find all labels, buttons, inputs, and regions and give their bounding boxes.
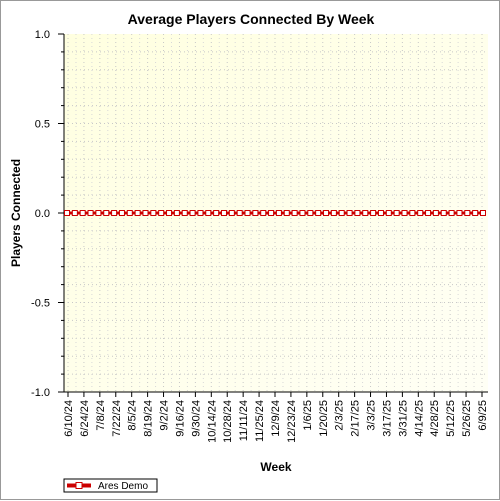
x-tick-label: 6/9/25 xyxy=(477,400,489,431)
data-point xyxy=(275,210,282,216)
x-tick-label: 4/14/25 xyxy=(413,400,425,437)
data-point xyxy=(472,210,479,216)
y-tick-label: 0.0 xyxy=(35,208,50,220)
x-tick-label: 2/17/25 xyxy=(350,400,362,437)
data-point xyxy=(220,210,227,216)
data-point xyxy=(236,210,243,216)
x-tick-label: 1/20/25 xyxy=(318,400,330,437)
data-point xyxy=(417,210,424,216)
data-point xyxy=(79,210,86,216)
data-point xyxy=(95,210,102,216)
x-tick-label: 4/28/25 xyxy=(429,400,441,437)
data-point xyxy=(448,210,455,216)
x-axis-title: Week xyxy=(260,460,291,474)
x-tick-label: 8/19/24 xyxy=(143,400,155,437)
x-tick-label: 11/11/24 xyxy=(238,400,250,441)
data-point xyxy=(142,210,149,216)
data-point xyxy=(118,210,125,216)
x-tick-label: 12/23/24 xyxy=(286,400,298,443)
x-tick-label: 1/6/25 xyxy=(302,400,314,431)
legend-box xyxy=(63,478,158,493)
x-tick-label: 5/26/25 xyxy=(461,400,473,437)
data-point xyxy=(370,210,377,216)
data-point xyxy=(346,210,353,216)
data-point xyxy=(456,210,463,216)
x-tick-label: 7/22/24 xyxy=(111,400,123,437)
x-tick-label: 10/14/24 xyxy=(206,400,218,443)
x-tick-label: 9/2/24 xyxy=(159,400,171,431)
data-point xyxy=(150,210,157,216)
legend-label: Ares Demo xyxy=(98,481,148,492)
legend-swatch-marker xyxy=(75,482,83,489)
data-point xyxy=(181,210,188,216)
data-point xyxy=(362,210,369,216)
y-tick-label: -1.0 xyxy=(31,387,50,399)
data-point xyxy=(464,210,471,216)
data-point xyxy=(409,210,416,216)
x-tick-label: 8/5/24 xyxy=(127,400,139,431)
chart-title: Average Players Connected By Week xyxy=(128,11,375,27)
data-point xyxy=(71,210,78,216)
x-tick-labels: 6/10/24 6/24/24 7/8/24 7/22/24 8/5/24 8/19/24… xyxy=(63,392,489,443)
data-point xyxy=(330,210,337,216)
y-tick-label: -0.5 xyxy=(31,298,50,310)
data-point xyxy=(228,210,235,216)
data-point xyxy=(244,210,251,216)
x-tick-label: 11/25/24 xyxy=(254,400,266,442)
data-point xyxy=(111,210,118,216)
data-point xyxy=(432,210,439,216)
x-tick-label: 3/17/25 xyxy=(381,400,393,437)
x-tick-label: 12/9/24 xyxy=(270,400,282,437)
legend: Ares Demo xyxy=(63,478,158,493)
data-point xyxy=(338,210,345,216)
data-point xyxy=(315,210,322,216)
x-tick-label: 6/24/24 xyxy=(79,400,91,437)
data-point xyxy=(197,210,204,216)
series-ares-demo xyxy=(64,210,486,216)
data-point xyxy=(87,210,94,216)
data-point xyxy=(158,210,165,216)
x-tick-label: 10/28/24 xyxy=(222,400,234,443)
data-point xyxy=(189,210,196,216)
data-point xyxy=(213,210,220,216)
y-tick-labels: 1.0 0.5 0.0 -0.5 -1.0 xyxy=(31,29,64,399)
data-point xyxy=(480,210,486,216)
data-point xyxy=(307,210,314,216)
data-point xyxy=(166,210,173,216)
data-point xyxy=(103,210,110,216)
data-point xyxy=(64,210,70,216)
data-point xyxy=(354,210,361,216)
data-point xyxy=(268,210,275,216)
data-point xyxy=(385,210,392,216)
data-point xyxy=(393,210,400,216)
data-point xyxy=(291,210,298,216)
y-tick-label: 0.5 xyxy=(35,119,50,131)
data-point xyxy=(440,210,447,216)
x-tick-label: 5/12/25 xyxy=(445,400,457,437)
data-point xyxy=(283,210,290,216)
data-point xyxy=(323,210,330,216)
x-tick-label: 9/16/24 xyxy=(174,400,186,437)
data-point xyxy=(260,210,267,216)
data-point xyxy=(299,210,306,216)
data-point xyxy=(126,210,133,216)
data-point xyxy=(425,210,432,216)
x-tick-label: 7/8/24 xyxy=(95,400,107,431)
y-axis-title: Players Connected xyxy=(9,159,23,267)
data-point xyxy=(252,210,259,216)
data-point xyxy=(401,210,408,216)
data-point xyxy=(173,210,180,216)
y-tick-label: 1.0 xyxy=(35,29,50,41)
data-point xyxy=(205,210,212,216)
x-tick-label: 3/3/25 xyxy=(366,400,378,431)
data-point xyxy=(377,210,384,216)
x-tick-label: 2/3/25 xyxy=(334,400,346,431)
x-tick-label: 9/30/24 xyxy=(190,400,202,437)
x-tick-label: 3/31/25 xyxy=(397,400,409,437)
data-point xyxy=(134,210,141,216)
x-tick-label: 6/10/24 xyxy=(63,400,75,437)
